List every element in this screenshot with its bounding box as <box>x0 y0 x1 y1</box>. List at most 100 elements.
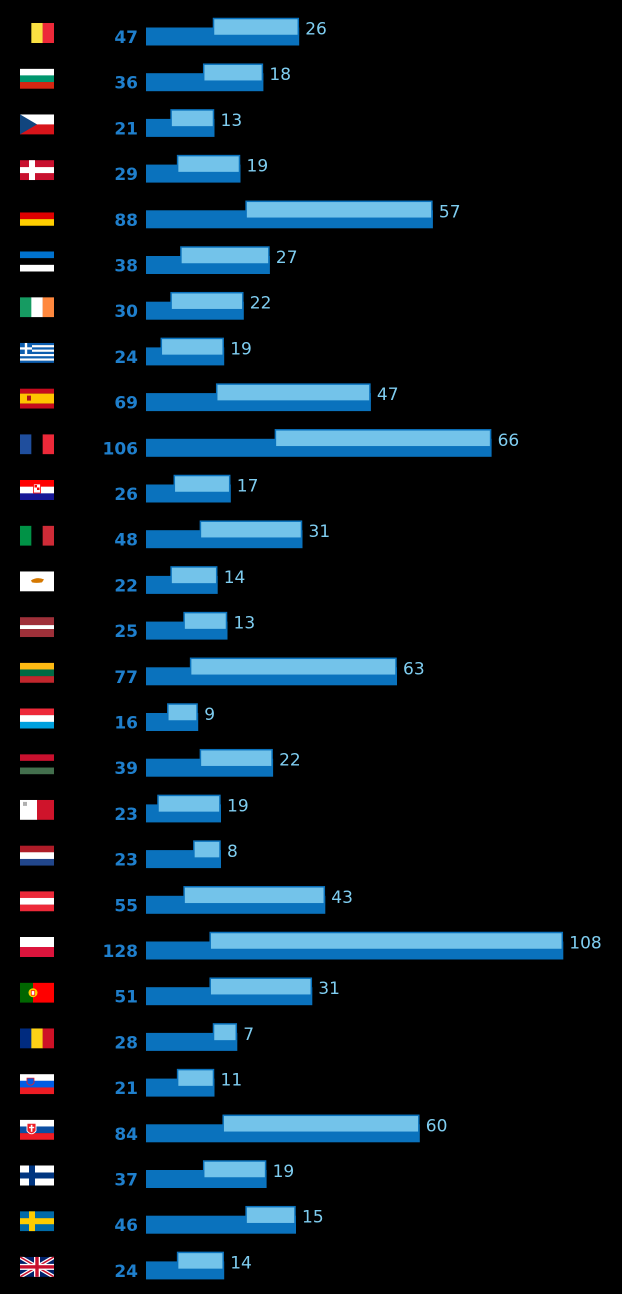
latvia-flag-icon <box>20 617 54 638</box>
value-label: 23 <box>114 805 138 825</box>
poland-flag-icon <box>20 937 54 957</box>
inner-value-label: 13 <box>221 111 243 131</box>
value-label: 26 <box>114 485 138 505</box>
inner-bar <box>183 886 326 905</box>
inner-value-label: 47 <box>377 385 399 405</box>
inner-bar <box>170 566 218 585</box>
netherlands-flag-icon <box>20 845 54 866</box>
inner-bar <box>212 17 300 37</box>
inner-value-label: 31 <box>309 522 331 542</box>
malta-flag-icon <box>20 799 54 820</box>
value-label: 25 <box>114 622 138 642</box>
hungary-flag-icon <box>20 754 54 775</box>
inner-value-label: 63 <box>403 659 425 679</box>
belgium-flag-icon <box>20 23 54 43</box>
value-label: 55 <box>114 896 138 916</box>
inner-value-label: 14 <box>224 568 246 588</box>
denmark-flag-icon <box>20 160 54 181</box>
inner-bar <box>215 383 371 402</box>
inner-value-label: 22 <box>279 751 301 771</box>
inner-bar <box>176 154 241 174</box>
inner-bar <box>209 977 313 996</box>
value-label: 16 <box>114 714 138 734</box>
czechia-flag-icon <box>20 114 54 135</box>
inner-value-label: 7 <box>243 1025 254 1045</box>
value-label: 36 <box>114 74 138 94</box>
inner-bar <box>245 1205 296 1225</box>
lithuania-flag-icon <box>20 662 54 683</box>
finland-flag-icon <box>20 1165 54 1186</box>
sweden-flag-icon <box>20 1211 54 1232</box>
bulgaria-flag-icon <box>20 68 54 89</box>
slovakia-flag-icon <box>20 1119 54 1140</box>
portugal-flag-icon <box>20 982 54 1003</box>
value-label: 47 <box>114 28 138 48</box>
value-label: 51 <box>114 988 138 1008</box>
inner-bar <box>160 337 224 357</box>
inner-value-label: 22 <box>250 294 272 314</box>
germany-flag-icon <box>20 205 54 226</box>
italy-flag-icon <box>20 525 54 546</box>
inner-bar <box>209 931 564 951</box>
inner-value-label: 108 <box>569 934 601 954</box>
inner-value-label: 18 <box>269 65 291 85</box>
inner-value-label: 14 <box>230 1253 252 1273</box>
inner-value-label: 31 <box>318 979 340 999</box>
inner-value-label: 11 <box>221 1071 243 1091</box>
value-label: 23 <box>114 851 138 871</box>
inner-bar <box>176 1068 215 1088</box>
inner-bar <box>199 520 303 539</box>
inner-bar <box>199 748 273 768</box>
inner-value-label: 57 <box>439 202 461 222</box>
inner-bar <box>170 291 244 311</box>
inner-value-label: 19 <box>247 157 269 177</box>
inner-bar <box>183 611 228 631</box>
value-label: 24 <box>114 1262 138 1282</box>
inner-bar <box>245 200 433 220</box>
inner-bar <box>193 840 221 859</box>
value-label: 69 <box>114 394 138 414</box>
cyprus-flag-icon <box>20 571 54 592</box>
value-label: 21 <box>114 119 138 139</box>
inner-value-label: 19 <box>230 339 252 359</box>
inner-value-label: 60 <box>426 1116 448 1136</box>
value-label: 30 <box>114 302 138 322</box>
value-label: 28 <box>114 1033 138 1053</box>
value-label: 37 <box>114 1171 138 1191</box>
inner-bar <box>274 429 492 448</box>
inner-value-label: 9 <box>204 705 215 725</box>
uk-flag-icon <box>20 1256 54 1277</box>
inner-value-label: 17 <box>237 477 259 497</box>
inner-bar <box>167 703 198 722</box>
inner-bar <box>157 794 221 814</box>
croatia-flag-icon <box>20 480 54 500</box>
value-label: 24 <box>114 348 138 368</box>
inner-value-label: 26 <box>305 20 327 40</box>
slovenia-flag-icon <box>20 1074 54 1095</box>
spain-flag-icon <box>20 388 54 409</box>
value-label: 29 <box>114 165 138 185</box>
value-label: 39 <box>114 759 138 779</box>
estonia-flag-icon <box>20 251 54 272</box>
value-label: 106 <box>103 439 139 459</box>
inner-value-label: 13 <box>234 614 256 634</box>
inner-bar <box>212 1023 238 1042</box>
inner-bar <box>189 657 397 677</box>
value-label: 48 <box>114 531 138 551</box>
inner-value-label: 66 <box>498 431 520 451</box>
inner-bar <box>170 109 215 128</box>
france-flag-icon <box>20 434 54 455</box>
inner-value-label: 19 <box>273 1162 295 1182</box>
austria-flag-icon <box>20 891 54 912</box>
inner-bar <box>173 474 231 494</box>
value-label: 22 <box>114 576 138 596</box>
value-label: 77 <box>114 668 138 688</box>
inner-bar <box>202 1160 267 1179</box>
inner-bar <box>222 1114 420 1134</box>
value-label: 88 <box>114 211 138 231</box>
inner-value-label: 15 <box>302 1208 324 1228</box>
inner-bar <box>202 63 264 82</box>
value-label: 21 <box>114 1079 138 1099</box>
luxembourg-flag-icon <box>20 708 54 729</box>
romania-flag-icon <box>20 1028 54 1049</box>
